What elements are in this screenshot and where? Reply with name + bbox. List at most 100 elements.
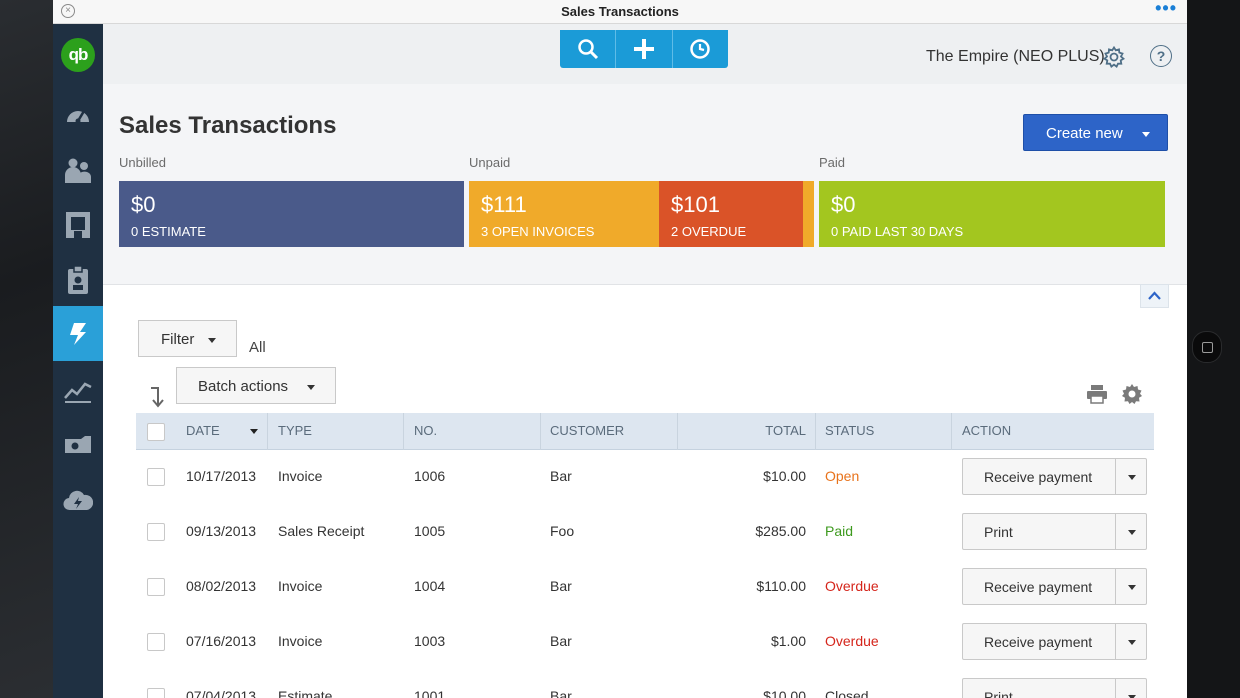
filter-label: Filter	[161, 331, 195, 348]
create-new-button[interactable]: Create new	[1023, 114, 1168, 151]
cell-date: 10/17/2013	[186, 468, 257, 484]
table-row[interactable]: 08/02/2013 Invoice 1004 Bar $110.00 Over…	[136, 560, 1154, 616]
table-header: DATE TYPE NO. CUSTOMER TOTAL STATUS ACTI…	[136, 413, 1154, 451]
cell-customer: Foo	[550, 523, 575, 539]
building-icon	[66, 212, 90, 238]
chart-icon	[64, 382, 92, 403]
cell-total: $110.00	[756, 578, 806, 594]
settings-gear-icon[interactable]	[1102, 45, 1126, 73]
chevron-down-icon[interactable]	[1128, 640, 1136, 645]
column-header-type[interactable]: TYPE	[278, 423, 312, 438]
split-divider	[1115, 624, 1116, 659]
row-checkbox[interactable]	[147, 633, 165, 651]
create-button[interactable]	[616, 30, 673, 68]
create-new-label: Create new	[1046, 125, 1123, 142]
table-row[interactable]: 07/04/2013 Estimate 1001 Bar $10.00 Clos…	[136, 670, 1154, 698]
sidebar-item-reports[interactable]	[53, 366, 103, 416]
row-action-button[interactable]: Receive payment	[962, 623, 1147, 660]
cell-customer: Bar	[550, 468, 572, 484]
table-row[interactable]: 07/16/2013 Invoice 1003 Bar $1.00 Overdu…	[136, 615, 1154, 671]
print-icon[interactable]	[1086, 384, 1108, 409]
cell-no: 1005	[414, 523, 446, 539]
close-icon[interactable]: ×	[61, 4, 75, 18]
table-row[interactable]: 10/17/2013 Invoice 1006 Bar $10.00 Open …	[136, 450, 1154, 506]
column-header-date[interactable]: DATE	[186, 423, 220, 438]
paid-tile[interactable]: $0 0 PAID LAST 30 DAYS	[819, 181, 1165, 247]
collapse-summary-button[interactable]	[1140, 284, 1169, 308]
row-checkbox[interactable]	[147, 688, 165, 698]
cell-date: 09/13/2013	[186, 523, 257, 539]
quickbooks-logo: qb	[61, 38, 95, 72]
tile-caption: 3 OPEN INVOICES	[481, 224, 595, 239]
page-title: Sales Transactions	[119, 112, 337, 139]
select-all-checkbox[interactable]	[147, 423, 165, 441]
sort-arrow-icon[interactable]	[149, 386, 167, 413]
sidebar-item-dashboard[interactable]	[53, 89, 103, 139]
device-home-button[interactable]	[1192, 331, 1222, 363]
split-divider	[1115, 569, 1116, 604]
chevron-down-icon[interactable]	[1128, 695, 1136, 698]
column-header-customer[interactable]: CUSTOMER	[550, 423, 625, 438]
table-settings-gear-icon[interactable]	[1121, 383, 1143, 410]
title-bar: × Sales Transactions •••	[53, 0, 1187, 24]
recent-button[interactable]	[673, 30, 728, 68]
chevron-down-icon[interactable]	[1128, 585, 1136, 590]
open-invoices-tile[interactable]: $111 3 OPEN INVOICES	[469, 181, 659, 247]
cell-total: $285.00	[755, 523, 806, 539]
sidebar-item-apps[interactable]	[53, 476, 103, 526]
split-divider	[1115, 679, 1116, 698]
tile-caption: 0 PAID LAST 30 DAYS	[831, 224, 964, 239]
cell-total: $1.00	[770, 633, 806, 649]
table-row[interactable]: 09/13/2013 Sales Receipt 1005 Foo $285.0…	[136, 505, 1154, 561]
chevron-down-icon	[208, 338, 216, 343]
speedometer-icon	[67, 110, 89, 124]
overdue-tile[interactable]: $101 2 OVERDUE	[659, 181, 803, 247]
row-checkbox[interactable]	[147, 578, 165, 596]
row-checkbox[interactable]	[147, 523, 165, 541]
row-action-label: Print	[984, 689, 1013, 698]
filter-button[interactable]: Filter	[138, 320, 237, 357]
cell-type: Estimate	[278, 688, 333, 698]
paid-label: Paid	[819, 155, 846, 170]
help-icon[interactable]: ?	[1150, 45, 1172, 67]
unpaid-label: Unpaid	[469, 155, 511, 170]
split-divider	[1115, 459, 1116, 494]
chevron-up-icon	[1148, 291, 1161, 300]
cell-total: $10.00	[763, 688, 806, 698]
sidebar-item-banking[interactable]	[53, 421, 103, 471]
chevron-down-icon	[307, 385, 315, 390]
badge-icon	[68, 265, 88, 294]
chevron-down-icon	[1142, 132, 1150, 137]
column-header-status[interactable]: STATUS	[825, 423, 875, 438]
sidebar-item-vendors[interactable]	[53, 200, 103, 250]
row-action-label: Print	[984, 524, 1013, 540]
tile-amount: $101	[671, 192, 720, 217]
row-action-button[interactable]: Receive payment	[962, 568, 1147, 605]
row-action-label: Receive payment	[984, 634, 1093, 650]
row-action-button[interactable]: Print	[962, 513, 1147, 550]
cell-total: $10.00	[763, 468, 806, 484]
people-icon	[65, 158, 91, 183]
sidebar-item-customers[interactable]	[53, 145, 103, 195]
batch-actions-button[interactable]: Batch actions	[176, 367, 336, 404]
cell-type: Invoice	[278, 578, 323, 594]
sidebar-item-employees[interactable]	[53, 255, 103, 305]
cell-status: Open	[825, 468, 860, 484]
row-checkbox[interactable]	[147, 468, 165, 486]
chevron-down-icon[interactable]	[1128, 530, 1136, 535]
sort-desc-icon[interactable]	[250, 429, 258, 434]
tile-amount: $0	[131, 192, 156, 217]
search-button[interactable]	[560, 30, 617, 68]
chevron-down-icon[interactable]	[1128, 475, 1136, 480]
row-action-button[interactable]: Print	[962, 678, 1147, 698]
sidebar-item-transactions[interactable]	[53, 306, 103, 361]
company-name[interactable]: The Empire (NEO PLUS)	[926, 48, 1105, 65]
column-header-no[interactable]: NO.	[414, 423, 438, 438]
column-header-total[interactable]: TOTAL	[765, 423, 806, 438]
more-options-icon[interactable]: •••	[1155, 0, 1177, 18]
row-action-button[interactable]: Receive payment	[962, 458, 1147, 495]
estimate-tile[interactable]: $0 0 ESTIMATE	[119, 181, 464, 247]
sidebar-logo[interactable]: qb	[53, 30, 103, 80]
clock-icon	[690, 39, 711, 59]
cell-customer: Bar	[550, 633, 572, 649]
